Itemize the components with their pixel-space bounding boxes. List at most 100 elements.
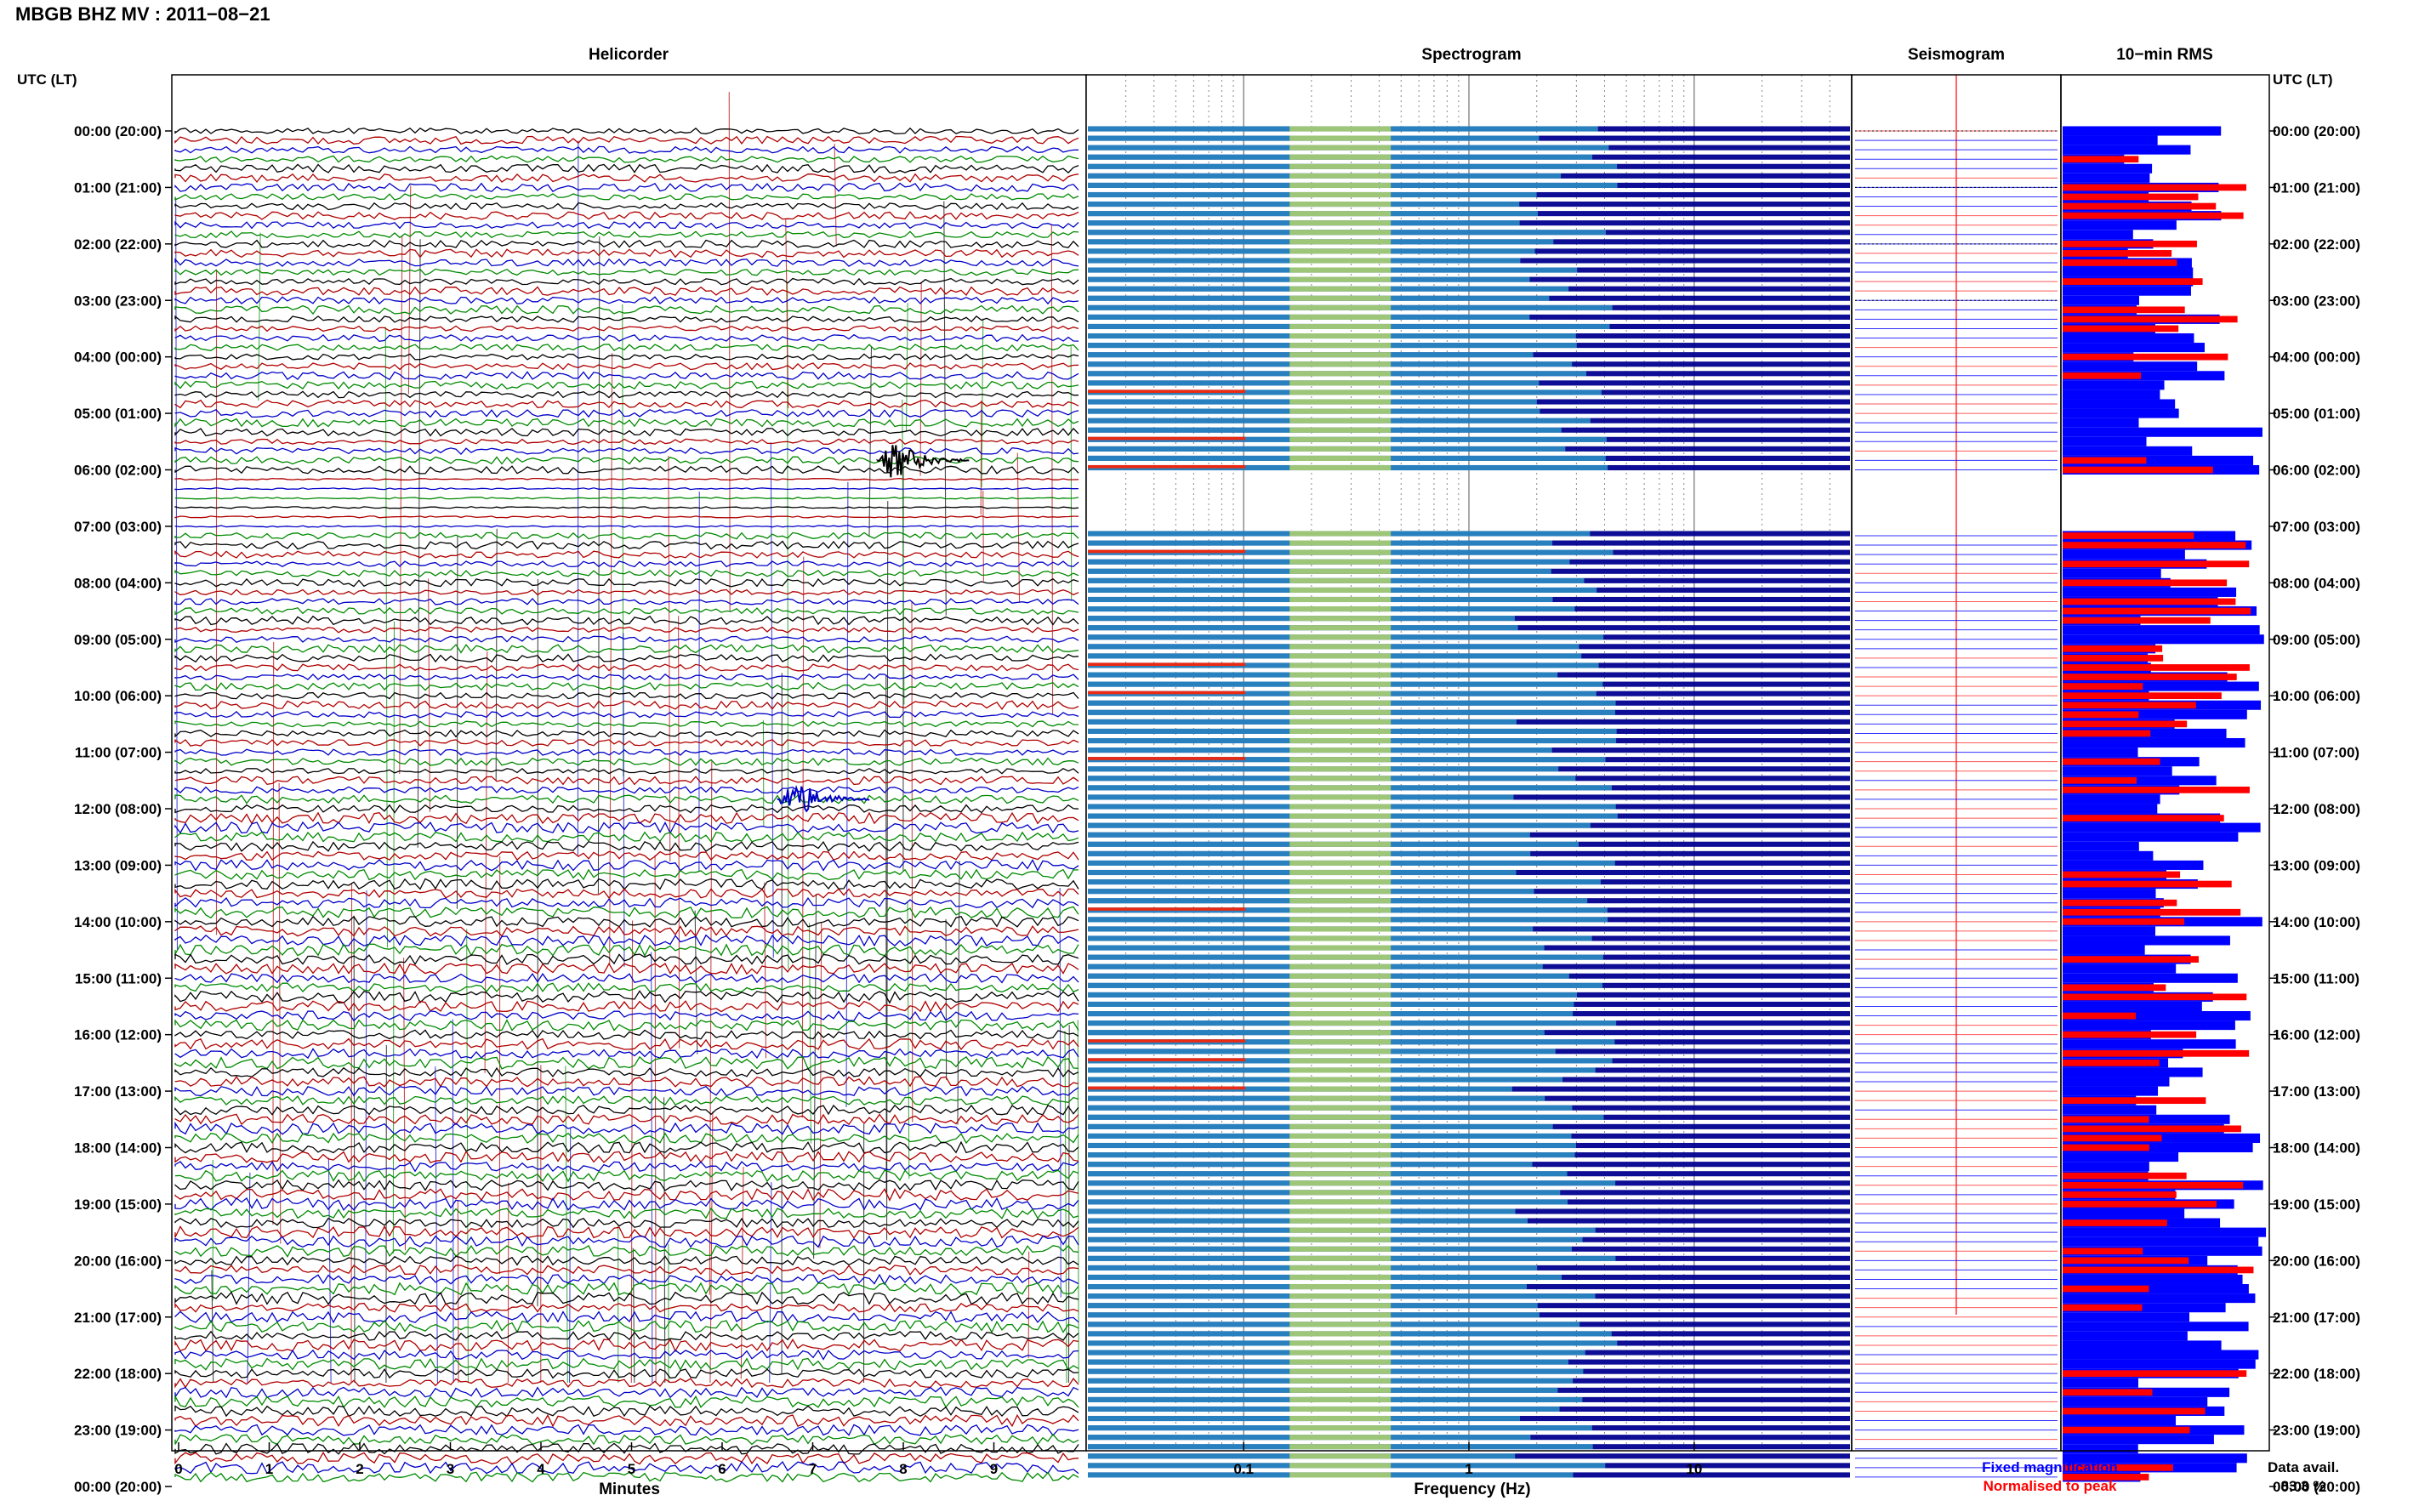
rms-bar-normalised: [2063, 259, 2177, 266]
rms-bar-fixed: [2063, 794, 2160, 804]
spectrogram-row-high: [1289, 314, 1392, 320]
spectrogram-row-high: [1289, 1463, 1392, 1469]
helicorder-spike: [466, 929, 470, 1384]
time-tick-right: 10:00 (06:00): [2273, 688, 2360, 704]
helicorder-trace: [174, 1197, 1079, 1211]
spectrogram-row-peak: [1088, 389, 1246, 394]
rms-bar-normalised: [2063, 1285, 2149, 1293]
rms-frame: [2060, 74, 2270, 1452]
rms-bar-fixed: [2063, 389, 2160, 400]
spectrogram-row-high: [1289, 1227, 1392, 1233]
helicorder-trace: [174, 982, 1079, 993]
spectrogram-row-high: [1289, 945, 1392, 951]
time-tick-left: 04:00 (00:00): [74, 350, 162, 366]
spectrogram-x-tick-label: 10: [1686, 1461, 1702, 1477]
rms-bar-fixed: [2063, 822, 2261, 833]
rms-bar-fixed: [2063, 333, 2194, 344]
spectrogram-row-high: [1289, 1058, 1392, 1064]
spectrogram-row-high: [1289, 898, 1392, 904]
rms-bar-fixed: [2063, 145, 2191, 155]
helicorder-trace: [174, 1255, 1079, 1266]
spectrogram-row-high: [1289, 464, 1392, 471]
rms-bar-normalised: [2063, 212, 2244, 219]
spectrogram-row-high: [1289, 389, 1392, 395]
rms-bar-normalised: [2063, 702, 2196, 709]
helicorder-trace: [174, 1010, 1079, 1022]
rms-bar-fixed: [2063, 1077, 2170, 1087]
spectrogram-row-high: [1289, 1105, 1392, 1111]
x-axes: 0 1 2 3 4 5 6 7 8 9 0.1 1 10: [174, 1442, 1702, 1477]
spectrogram-row-high: [1289, 202, 1392, 207]
helicorder-trace: [174, 353, 1079, 361]
helicorder-spike: [1059, 888, 1062, 1298]
helicorder-trace: [174, 1019, 1079, 1032]
time-tick-right: 16:00 (12:00): [2273, 1027, 2360, 1043]
helicorder-trace: [174, 1048, 1079, 1060]
helicorder-trace: [174, 325, 1079, 333]
seismogram-panel: [1851, 74, 2062, 1478]
spectrogram-row-high: [1289, 1359, 1392, 1365]
time-tick-left: 01:00 (21:00): [74, 179, 162, 196]
helicorder-trace: [174, 868, 1079, 881]
time-tick-left: 10:00 (06:00): [74, 688, 162, 704]
helicorder-trace: [174, 811, 1079, 825]
helicorder-trace: [174, 878, 1079, 890]
rms-bar-normalised: [2063, 730, 2151, 737]
rms-bar-fixed: [2063, 220, 2177, 230]
spectrogram-row-high: [1289, 1453, 1392, 1459]
helicorder-x-tick-label: 3: [447, 1461, 454, 1477]
spectrogram-row-high: [1289, 1049, 1392, 1054]
rms-bar-normalised: [2063, 664, 2250, 671]
spectrogram-row-high: [1289, 1095, 1392, 1101]
helicorder-trace: [174, 1029, 1079, 1040]
helicorder-trace: [174, 1339, 1079, 1353]
rms-bar-normalised: [2063, 1125, 2241, 1133]
spectrogram-row-high: [1289, 1190, 1392, 1196]
helicorder-trace: [174, 1244, 1079, 1258]
time-tick-left: 07:00 (03:00): [74, 519, 162, 535]
rms-bar-fixed: [2063, 1303, 2226, 1313]
spectrogram-row-high: [1289, 1199, 1392, 1205]
helicorder-trace: [174, 794, 1079, 804]
spectrogram-row-high: [1289, 1415, 1392, 1422]
helicorder-trace: [174, 1273, 1079, 1286]
rms-bar-normalised: [2063, 786, 2250, 793]
spectrogram-row-high: [1289, 982, 1392, 988]
helicorder-trace: [174, 1055, 1079, 1070]
rms-bar-fixed: [2063, 1396, 2208, 1407]
spectrogram-row-high: [1289, 191, 1392, 198]
spectrogram-row-high: [1289, 333, 1392, 339]
helicorder-trace: [174, 915, 1079, 928]
rms-bar-normalised: [2063, 674, 2237, 680]
helicorder-trace: [174, 906, 1079, 919]
helicorder-trace: [174, 1433, 1079, 1446]
spectrogram-row-high: [1289, 1378, 1392, 1384]
helicorder-trace: [174, 155, 1079, 163]
helicorder-spike: [919, 282, 922, 476]
spectrogram-row-high: [1289, 436, 1392, 442]
rms-bar-fixed: [2063, 1331, 2188, 1341]
rms-bar-fixed: [2063, 963, 2177, 974]
rms-bar-normalised: [2063, 655, 2164, 662]
helicorder-spike: [211, 1270, 214, 1384]
spectrogram-row-high: [1289, 1274, 1392, 1281]
helicorder-x-tick-label: 2: [356, 1461, 363, 1477]
spectrogram-row-high: [1289, 1133, 1392, 1139]
rms-bar-normalised: [2063, 1201, 2217, 1208]
helicorder-trace: [174, 626, 1079, 634]
rms-bar-fixed: [2063, 634, 2264, 645]
helicorder-spike: [452, 1019, 454, 1384]
helicorder-trace: [174, 268, 1079, 276]
rms-bar-fixed: [2063, 841, 2139, 851]
helicorder-trace: [174, 1037, 1079, 1050]
spectrogram-row-high: [1289, 1039, 1392, 1045]
helicorder-trace: [174, 127, 1079, 134]
spectrogram-row-high: [1289, 954, 1392, 960]
rms-bar-normalised: [2063, 193, 2199, 201]
helicorder-trace: [174, 202, 1079, 211]
rms-bar-fixed: [2063, 427, 2262, 437]
spectrogram-row-high: [1289, 258, 1392, 264]
helicorder-spike: [911, 601, 914, 1123]
helicorder-spike: [435, 1066, 438, 1384]
